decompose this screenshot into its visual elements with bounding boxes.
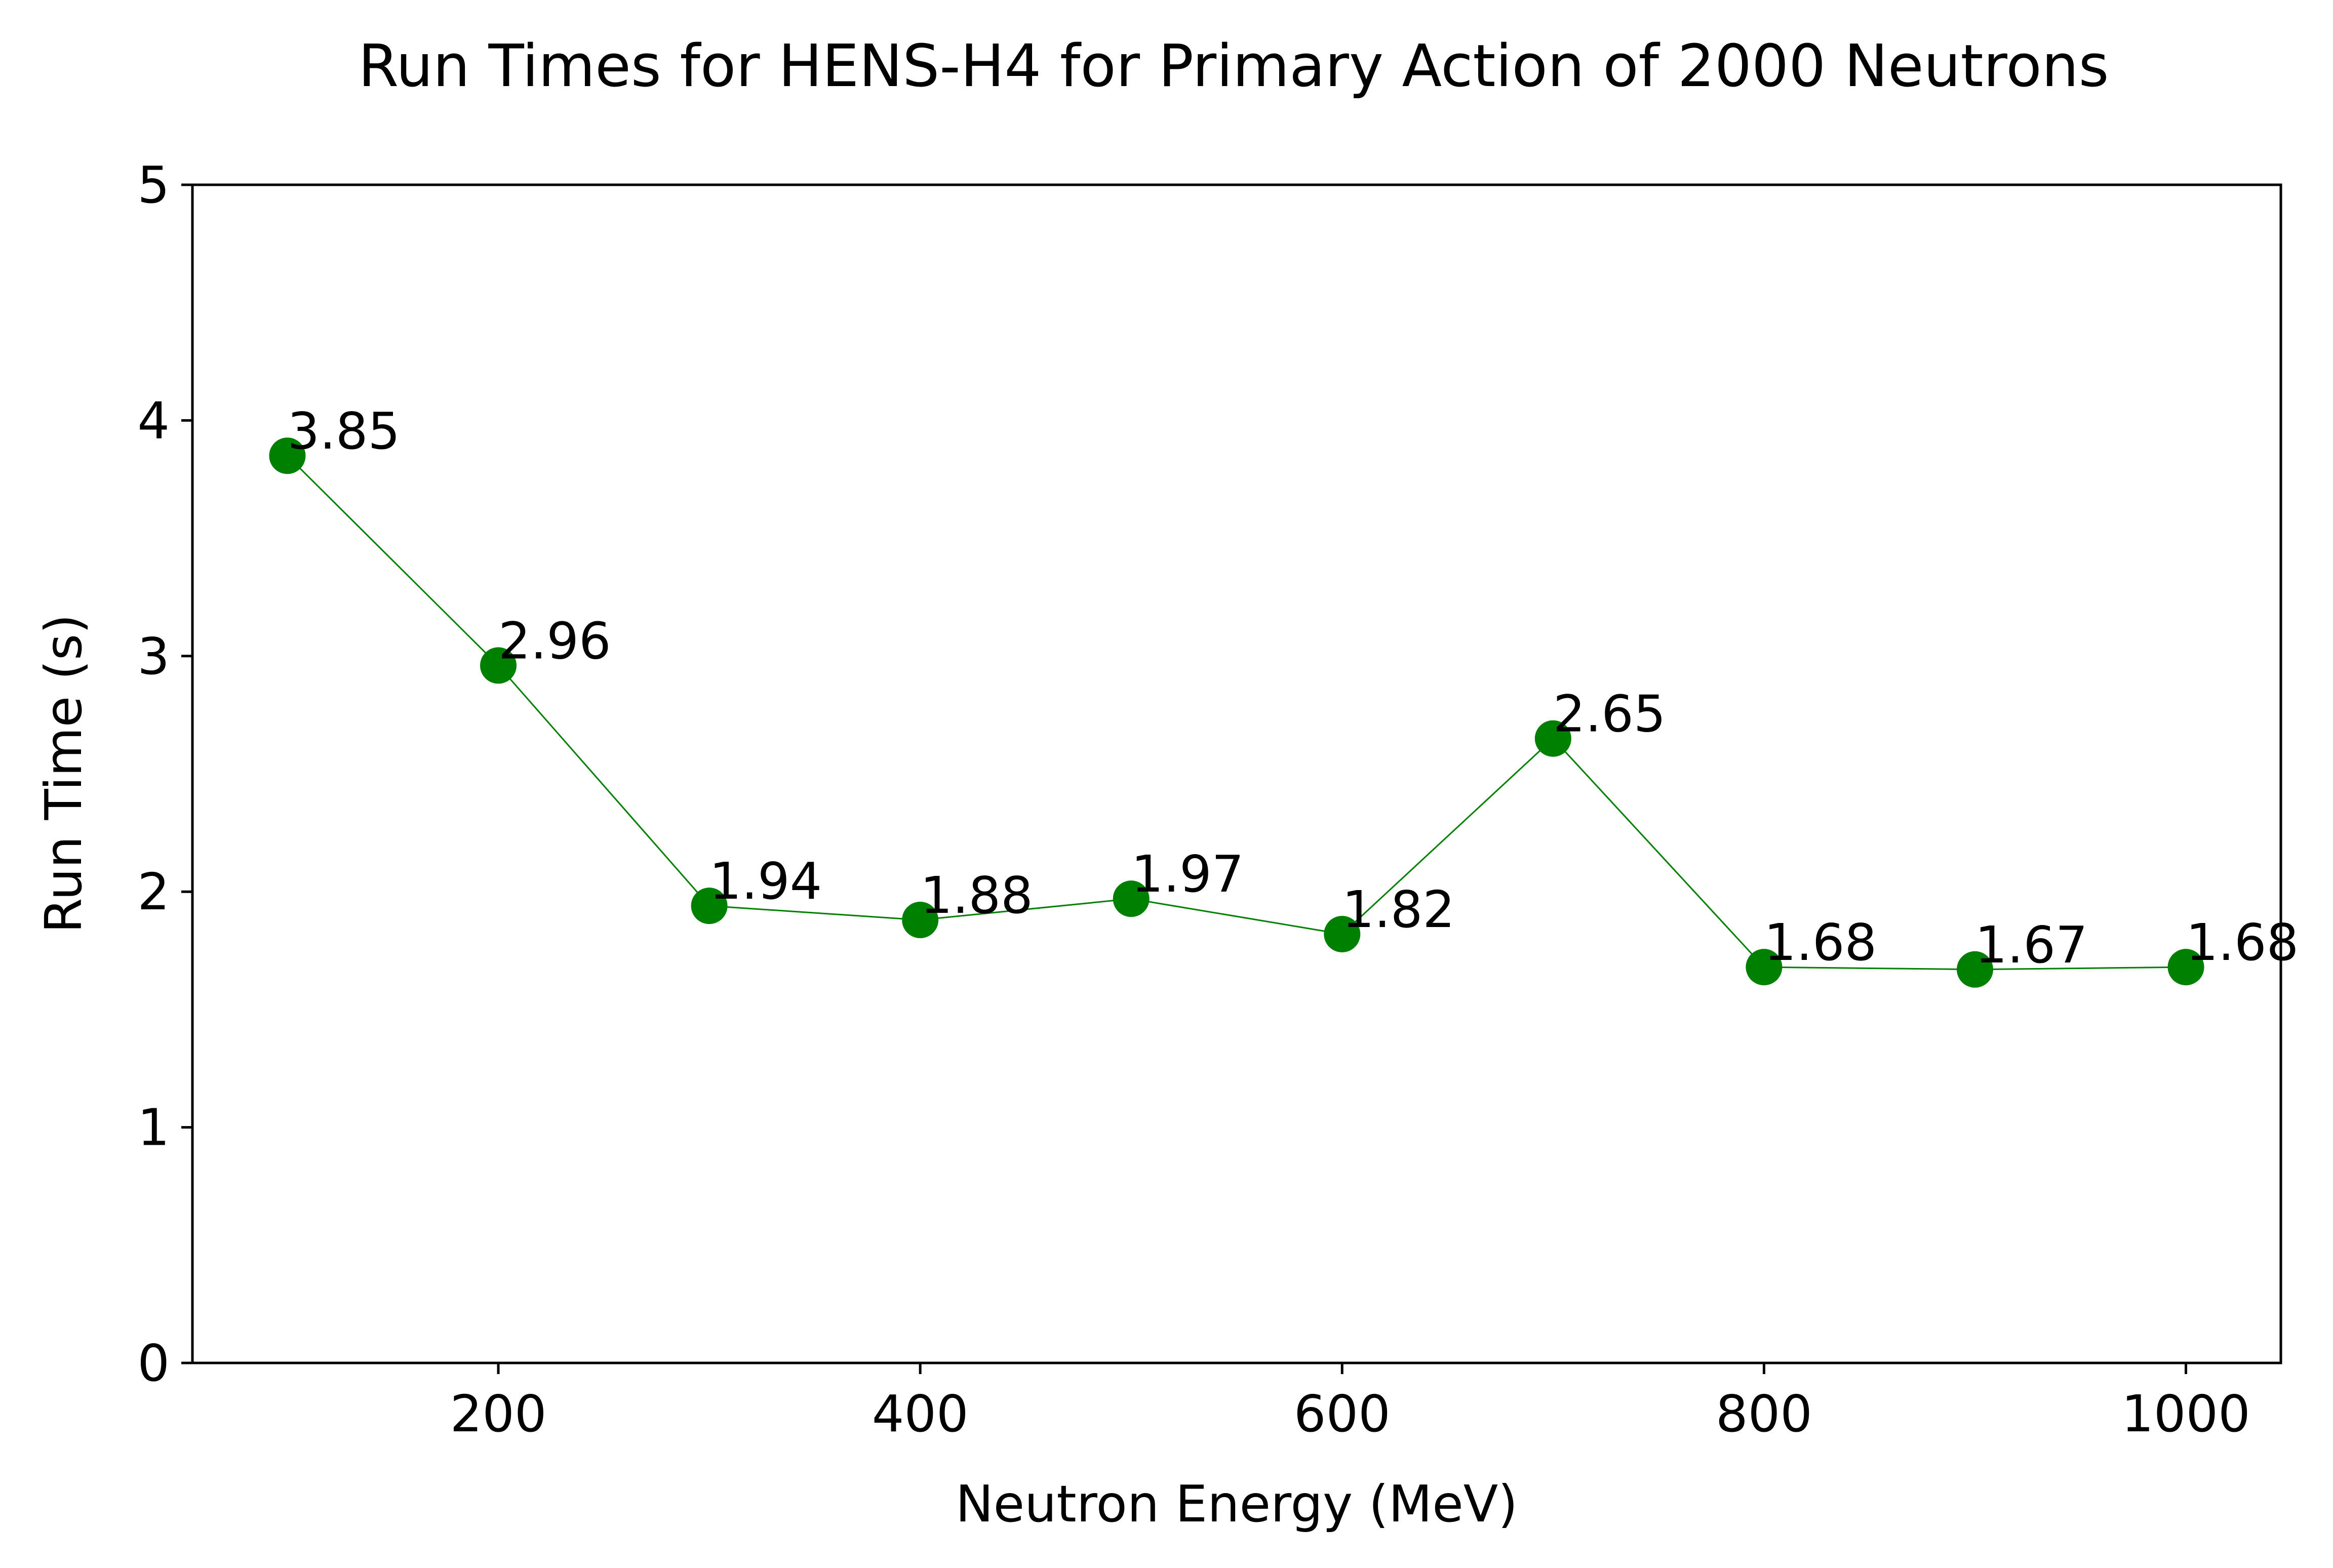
y-tick-label: 0 [137, 1334, 170, 1393]
data-point [1746, 949, 1783, 986]
data-labels: 3.85 2.96 1.94 1.88 1.97 1.82 2.65 1.68 1.67 1.68 [287, 401, 2299, 975]
x-axis-ticks: 200 400 600 800 1000 [450, 1363, 2250, 1443]
y-tick-label: 2 [137, 862, 170, 921]
x-axis-label: Neutron Energy (MeV) [956, 1474, 1518, 1534]
chart-title: Run Times for HENS-H4 for Primary Action… [358, 32, 2109, 100]
data-point [1324, 915, 1361, 952]
series-line-group [287, 455, 2186, 971]
series-line [287, 455, 2186, 971]
x-tick-label: 400 [872, 1384, 969, 1443]
data-point [691, 888, 728, 924]
data-label: 1.67 [1975, 915, 2088, 975]
data-point [2167, 949, 2204, 986]
data-label: 2.96 [498, 611, 611, 670]
data-point [269, 437, 306, 474]
axes-frame [191, 183, 2282, 1364]
y-tick-label: 3 [137, 627, 170, 686]
data-label: 2.65 [1553, 685, 1666, 744]
x-tick-label: 1000 [2121, 1384, 2250, 1443]
data-label: 1.68 [1764, 913, 1877, 972]
plot-area: 200 400 600 800 1000 0 1 2 3 4 5 3.85 2.96 1.94 1.88… [137, 155, 2299, 1443]
data-label: 1.97 [1131, 845, 1244, 904]
data-point [1534, 720, 1571, 757]
x-tick-label: 200 [450, 1384, 547, 1443]
data-point [1113, 880, 1150, 917]
x-tick-label: 800 [1716, 1384, 1812, 1443]
x-tick-label: 600 [1294, 1384, 1391, 1443]
y-tick-label: 1 [137, 1098, 170, 1157]
y-tick-label: 4 [137, 391, 170, 450]
y-axis-label: Run Time (s) [34, 614, 93, 933]
data-label: 1.68 [2186, 913, 2299, 972]
data-point [480, 647, 517, 684]
data-markers [269, 437, 2204, 988]
data-point [1956, 951, 1993, 988]
y-tick-label: 5 [137, 155, 170, 215]
data-point [902, 902, 939, 939]
y-axis-ticks: 0 1 2 3 4 5 [137, 155, 192, 1393]
data-label: 3.85 [287, 401, 400, 461]
data-label: 1.82 [1342, 880, 1455, 939]
data-label: 1.94 [709, 852, 822, 911]
data-label: 1.88 [920, 866, 1033, 925]
